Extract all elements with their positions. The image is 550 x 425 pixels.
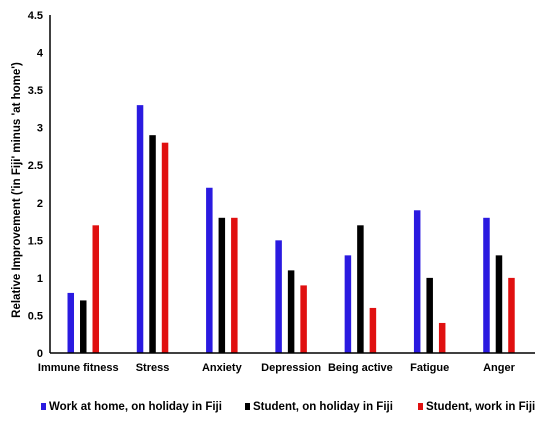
bar (426, 277, 433, 353)
bar-series (67, 105, 515, 353)
bar (438, 322, 446, 353)
x-tick-label: Depression (261, 362, 321, 374)
bar (231, 217, 238, 353)
legend-label: Student, work in Fiji (426, 401, 535, 413)
x-tick-label: Anxiety (202, 362, 243, 374)
axes (49, 15, 535, 354)
legend-swatch (418, 403, 423, 410)
legend-swatch (245, 403, 250, 410)
bar (287, 270, 295, 353)
y-tick-label: 2 (37, 198, 43, 210)
bar (275, 240, 282, 353)
y-tick-label: 0.5 (28, 310, 43, 322)
x-tick-label: Fatigue (410, 362, 449, 374)
y-tick-label: 1 (37, 273, 43, 285)
bar (67, 292, 75, 353)
y-tick-label: 4.5 (28, 10, 43, 22)
bar (206, 187, 213, 353)
y-tick-label: 3 (37, 123, 43, 135)
x-tick-label: Being active (328, 362, 393, 374)
y-axis-title: Relative Improvement ('in Fiji' minus 'a… (11, 62, 23, 318)
bar (218, 217, 226, 353)
legend-label: Student, on holiday in Fiji (253, 401, 393, 413)
bar (413, 210, 421, 353)
y-tick-label: 0 (37, 348, 43, 360)
y-axis-tick-labels: 0 0.5 1 1.5 2 2.5 3 3.5 4 4.5 (28, 10, 44, 360)
y-tick-label: 1.5 (28, 235, 43, 247)
bar (508, 277, 515, 353)
bar (483, 217, 490, 353)
y-axis-title-group: Relative Improvement ('in Fiji' minus 'a… (11, 62, 23, 318)
legend: Work at home, on holiday in Fiji Student,… (41, 401, 535, 413)
x-tick-label: Stress (136, 362, 170, 374)
bar (344, 255, 352, 353)
legend-swatch (41, 403, 46, 410)
y-tick-label: 2.5 (28, 160, 43, 172)
bar (357, 225, 364, 353)
bar (369, 307, 377, 353)
bar (136, 105, 144, 353)
x-tick-label: Anger (483, 362, 516, 374)
bar (495, 255, 503, 353)
bar (149, 135, 156, 353)
bar (92, 225, 100, 353)
y-tick-label: 3.5 (28, 85, 43, 97)
bar (80, 300, 87, 353)
x-tick-label: Immune fitness (38, 362, 119, 374)
y-tick-label: 4 (37, 48, 44, 60)
bar (161, 142, 169, 353)
x-axis-tick-labels: Immune fitness Stress Anxiety Depression Bei… (38, 362, 516, 374)
bar (300, 285, 307, 353)
legend-label: Work at home, on holiday in Fiji (49, 401, 222, 413)
